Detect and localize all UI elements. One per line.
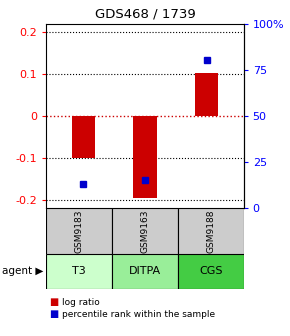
Text: T3: T3 [72, 266, 86, 276]
Bar [178, 208, 244, 254]
Text: CGS: CGS [199, 266, 222, 276]
Text: agent ▶: agent ▶ [2, 266, 44, 276]
Bar [195, 73, 218, 116]
Bar [46, 208, 112, 254]
Text: percentile rank within the sample: percentile rank within the sample [62, 310, 215, 319]
Title: GDS468 / 1739: GDS468 / 1739 [95, 8, 195, 21]
Bar [112, 254, 178, 289]
Bar [178, 254, 244, 289]
Bar [46, 254, 112, 289]
Text: ■: ■ [49, 297, 59, 307]
Text: GSM9188: GSM9188 [206, 209, 215, 253]
Text: log ratio: log ratio [62, 298, 100, 307]
Bar [112, 208, 178, 254]
Text: GSM9163: GSM9163 [140, 209, 150, 253]
Text: GSM9183: GSM9183 [75, 209, 84, 253]
Bar [133, 116, 157, 198]
Text: DITPA: DITPA [129, 266, 161, 276]
Bar [72, 116, 95, 158]
Text: ■: ■ [49, 309, 59, 319]
